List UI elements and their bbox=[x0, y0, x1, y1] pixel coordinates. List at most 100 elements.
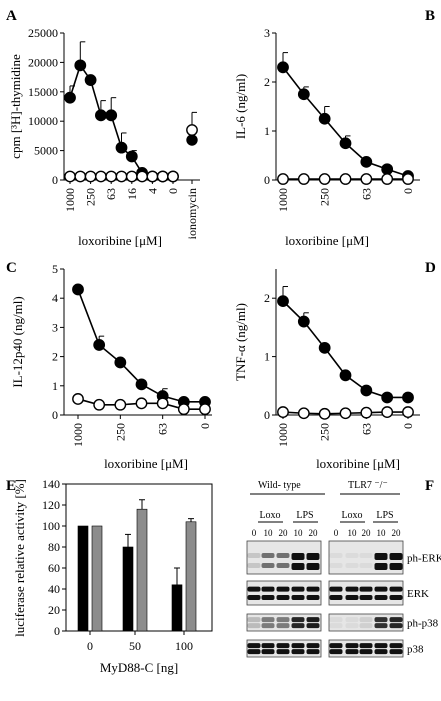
y-tick-label: 120 bbox=[42, 498, 60, 512]
blot-band bbox=[276, 586, 290, 592]
y-tick-label: 1 bbox=[264, 124, 270, 138]
time-label: 20 bbox=[279, 528, 289, 538]
blot-band bbox=[247, 586, 261, 592]
y-tick-label: 40 bbox=[48, 582, 60, 596]
y-tick-label: 2 bbox=[264, 75, 270, 89]
x-tick-label: 63 bbox=[104, 188, 118, 200]
open-point bbox=[360, 406, 373, 419]
blot-band bbox=[291, 586, 305, 592]
blot-band bbox=[291, 649, 305, 655]
blot-band bbox=[329, 623, 343, 629]
blot-band bbox=[359, 623, 373, 629]
blot-band bbox=[261, 562, 275, 568]
blot-box bbox=[246, 613, 322, 632]
y-axis-label: cpm [³H]-thymidine bbox=[8, 54, 23, 159]
y-tick-label: 15000 bbox=[28, 85, 58, 99]
blot-band bbox=[345, 586, 359, 592]
blot-band bbox=[389, 649, 403, 655]
blot-band bbox=[374, 617, 388, 623]
filled-point bbox=[115, 141, 128, 154]
y-tick-label: 80 bbox=[48, 540, 60, 554]
blot-band bbox=[291, 595, 305, 600]
open-point bbox=[277, 406, 289, 418]
bar bbox=[122, 546, 134, 632]
blot-band bbox=[291, 643, 305, 649]
x-tick-label: 0 bbox=[87, 639, 93, 653]
blot-band bbox=[291, 617, 305, 623]
open-point bbox=[318, 173, 331, 185]
y-tick-label: 5 bbox=[52, 262, 58, 276]
x-tick-label: 100 bbox=[175, 639, 193, 653]
y-tick-label: 0 bbox=[264, 408, 270, 422]
treatment-label: Loxo bbox=[341, 510, 362, 521]
y-tick-label: 10000 bbox=[28, 114, 58, 128]
filled-point bbox=[72, 283, 84, 296]
y-tick-label: 0 bbox=[54, 624, 60, 638]
filled-point bbox=[105, 109, 118, 122]
blot-band bbox=[276, 643, 290, 649]
y-tick-label: 25000 bbox=[28, 26, 58, 40]
x-tick-label: 4 bbox=[145, 188, 159, 194]
panel-label: B bbox=[425, 8, 435, 24]
blot-band bbox=[306, 562, 320, 570]
filled-point bbox=[360, 155, 373, 168]
time-label: 10 bbox=[294, 528, 304, 538]
open-point bbox=[115, 170, 128, 183]
blot-band bbox=[374, 553, 388, 561]
blot-box bbox=[328, 639, 404, 658]
treatment-label: LPS bbox=[376, 510, 393, 521]
x-tick-label: 250 bbox=[318, 188, 332, 206]
blot-row-label: ERK bbox=[407, 588, 429, 600]
blot-band bbox=[329, 586, 343, 592]
blot-band bbox=[261, 643, 275, 649]
blot-box bbox=[246, 580, 322, 606]
bar bbox=[136, 508, 148, 632]
filled-point bbox=[339, 137, 352, 150]
y-tick-label: 3 bbox=[264, 26, 270, 40]
open-point bbox=[318, 407, 331, 420]
blot-band bbox=[306, 623, 320, 629]
open-point bbox=[146, 170, 159, 183]
x-tick-label: 0 bbox=[198, 423, 212, 429]
filled-series-line bbox=[282, 66, 409, 177]
blot-band bbox=[389, 586, 403, 592]
x-tick-label: 1000 bbox=[276, 188, 290, 212]
open-point bbox=[297, 407, 310, 420]
x-tick-label: 1000 bbox=[63, 188, 77, 212]
blot-band bbox=[329, 643, 343, 649]
open-point bbox=[381, 173, 394, 185]
x-tick-label: 63 bbox=[359, 188, 373, 200]
blot-band bbox=[345, 553, 359, 559]
filled-point bbox=[93, 339, 106, 351]
x-tick-label: 0 bbox=[401, 188, 415, 194]
filled-point bbox=[135, 378, 148, 391]
open-point bbox=[135, 397, 148, 410]
time-label: 10 bbox=[264, 528, 274, 538]
filled-point bbox=[402, 391, 414, 404]
filled-point bbox=[64, 91, 76, 104]
open-point bbox=[402, 173, 414, 185]
open-point bbox=[381, 406, 394, 418]
filled-point bbox=[360, 384, 373, 397]
blot-band bbox=[389, 617, 403, 623]
panel-E: E 0 20 40 60 80 100 120 140 0 50 100 MyD88-C [ng] luc… bbox=[6, 477, 213, 675]
blot-band bbox=[247, 562, 261, 568]
ionomycin-filled-point bbox=[186, 134, 198, 146]
y-tick-label: 140 bbox=[42, 477, 60, 491]
filled-point bbox=[95, 109, 107, 122]
blot-band bbox=[261, 649, 275, 655]
open-point bbox=[297, 173, 310, 185]
y-axis-label: IL-6 (ng/ml) bbox=[233, 74, 248, 139]
blot-band bbox=[345, 649, 359, 655]
blot-band bbox=[359, 643, 373, 649]
blot-band bbox=[306, 586, 320, 592]
x-axis-label: loxoribine [μM] bbox=[78, 233, 162, 248]
open-point bbox=[84, 170, 97, 183]
x-tick-label: 0 bbox=[401, 423, 415, 429]
x-axis-label: loxoribine [μM] bbox=[316, 456, 400, 471]
blot-band bbox=[276, 595, 290, 600]
filled-point bbox=[339, 369, 352, 382]
y-tick-label: 1 bbox=[52, 379, 58, 393]
open-point bbox=[277, 173, 289, 185]
panel-label: D bbox=[425, 260, 436, 276]
